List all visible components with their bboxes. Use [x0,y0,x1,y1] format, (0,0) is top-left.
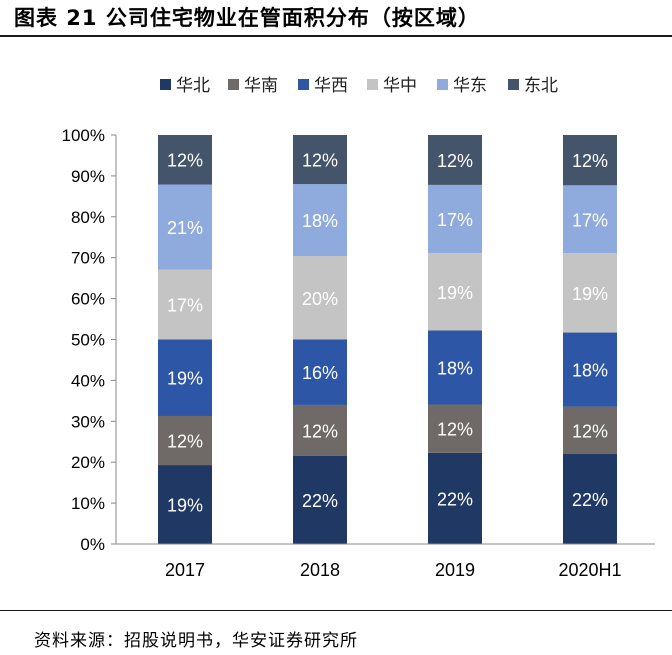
data-label: 17% [437,210,473,230]
bar-segment [428,452,482,544]
data-label: 18% [572,361,608,381]
data-label: 12% [572,151,608,171]
bar-segment [428,184,482,254]
legend-label: 东北 [524,76,558,96]
bar-segment [158,135,212,185]
bars: 19% 12% 19% 17% 21% 12% 22% 12% 16% 20% 18% 12% 22% 1… [158,135,617,544]
x-tick-label: 2019 [435,560,475,580]
bar-segment [293,256,347,340]
legend-swatch [160,79,171,90]
bar-segment [428,404,482,453]
data-label: 19% [572,284,608,304]
data-label: 12% [302,421,338,441]
legend-label: 华中 [383,76,417,96]
legend-swatch [437,79,448,90]
y-tick-label: 80% [71,208,105,227]
data-label: 12% [167,432,203,452]
data-label: 12% [302,151,338,171]
bar-segment [563,454,617,544]
bar-segment [563,135,617,186]
data-label: 16% [302,363,338,383]
x-axis: 2017 2018 2019 2020H1 [116,543,655,580]
y-tick-label: 10% [71,494,105,513]
bar-segment [428,135,482,185]
legend-swatch [508,79,519,90]
data-label: 21% [167,218,203,238]
y-tick-label: 0% [80,535,105,554]
data-label: 22% [572,490,608,510]
stacked-bar-chart: 华北 华南 华西 华中 华东 东北 0% 10% 20% 30% 40% 50% 60% 70% 80% 9… [62,76,655,580]
source-note: 资料来源：招股说明书，华安证券研究所 [34,631,358,651]
bar-segment [428,330,482,405]
legend-label: 华南 [244,76,278,96]
bar-segment [158,339,212,416]
bar-segment [563,406,617,455]
data-label: 19% [167,369,203,389]
chart-title: 图表 21 公司住宅物业在管面积分布（按区域） [14,6,480,30]
bar-segment [563,185,617,254]
data-label: 12% [167,151,203,171]
bar-segment [293,135,347,185]
data-label: 19% [167,496,203,516]
bar-segment [158,184,212,270]
y-tick-label: 70% [71,249,105,268]
legend-swatch [228,79,239,90]
data-label: 17% [167,296,203,316]
data-label: 18% [302,211,338,231]
x-tick-label: 2017 [165,560,205,580]
legend-label: 华西 [314,76,348,96]
source-rule [0,610,672,611]
bar-segment [428,253,482,331]
title-rule [0,35,672,37]
y-tick-label: 60% [71,290,105,309]
data-label: 17% [572,210,608,230]
bar-segment [293,184,347,257]
y-tick-label: 20% [71,453,105,472]
data-label: 18% [437,359,473,379]
y-tick-label: 90% [71,167,105,186]
data-label: 12% [437,420,473,440]
data-label: 12% [572,421,608,441]
y-axis: 0% 10% 20% 30% 40% 50% 60% 70% 80% 90% 100% [62,126,117,554]
legend: 华北 华南 华西 华中 华东 东北 [160,76,558,96]
y-tick-label: 40% [71,371,105,390]
legend-label: 华东 [453,76,487,96]
y-tick-label: 100% [62,126,105,145]
y-tick-label: 30% [71,412,105,431]
data-label: 22% [302,491,338,511]
bar-segment [158,269,212,340]
bar-segment [293,339,347,405]
data-label: 20% [302,289,338,309]
bar-segment [563,332,617,407]
bar-segment [293,404,347,456]
data-label: 22% [437,489,473,509]
legend-label: 华北 [176,76,210,96]
bar-segment [293,455,347,544]
bar-segment [158,465,212,544]
bar-segment [563,253,617,333]
data-label: 19% [437,283,473,303]
x-tick-label: 2020H1 [558,560,621,580]
y-tick-label: 50% [71,331,105,350]
legend-swatch [298,79,309,90]
data-label: 12% [437,151,473,171]
legend-swatch [367,79,378,90]
x-tick-label: 2018 [300,560,340,580]
bar-segment [158,415,212,466]
